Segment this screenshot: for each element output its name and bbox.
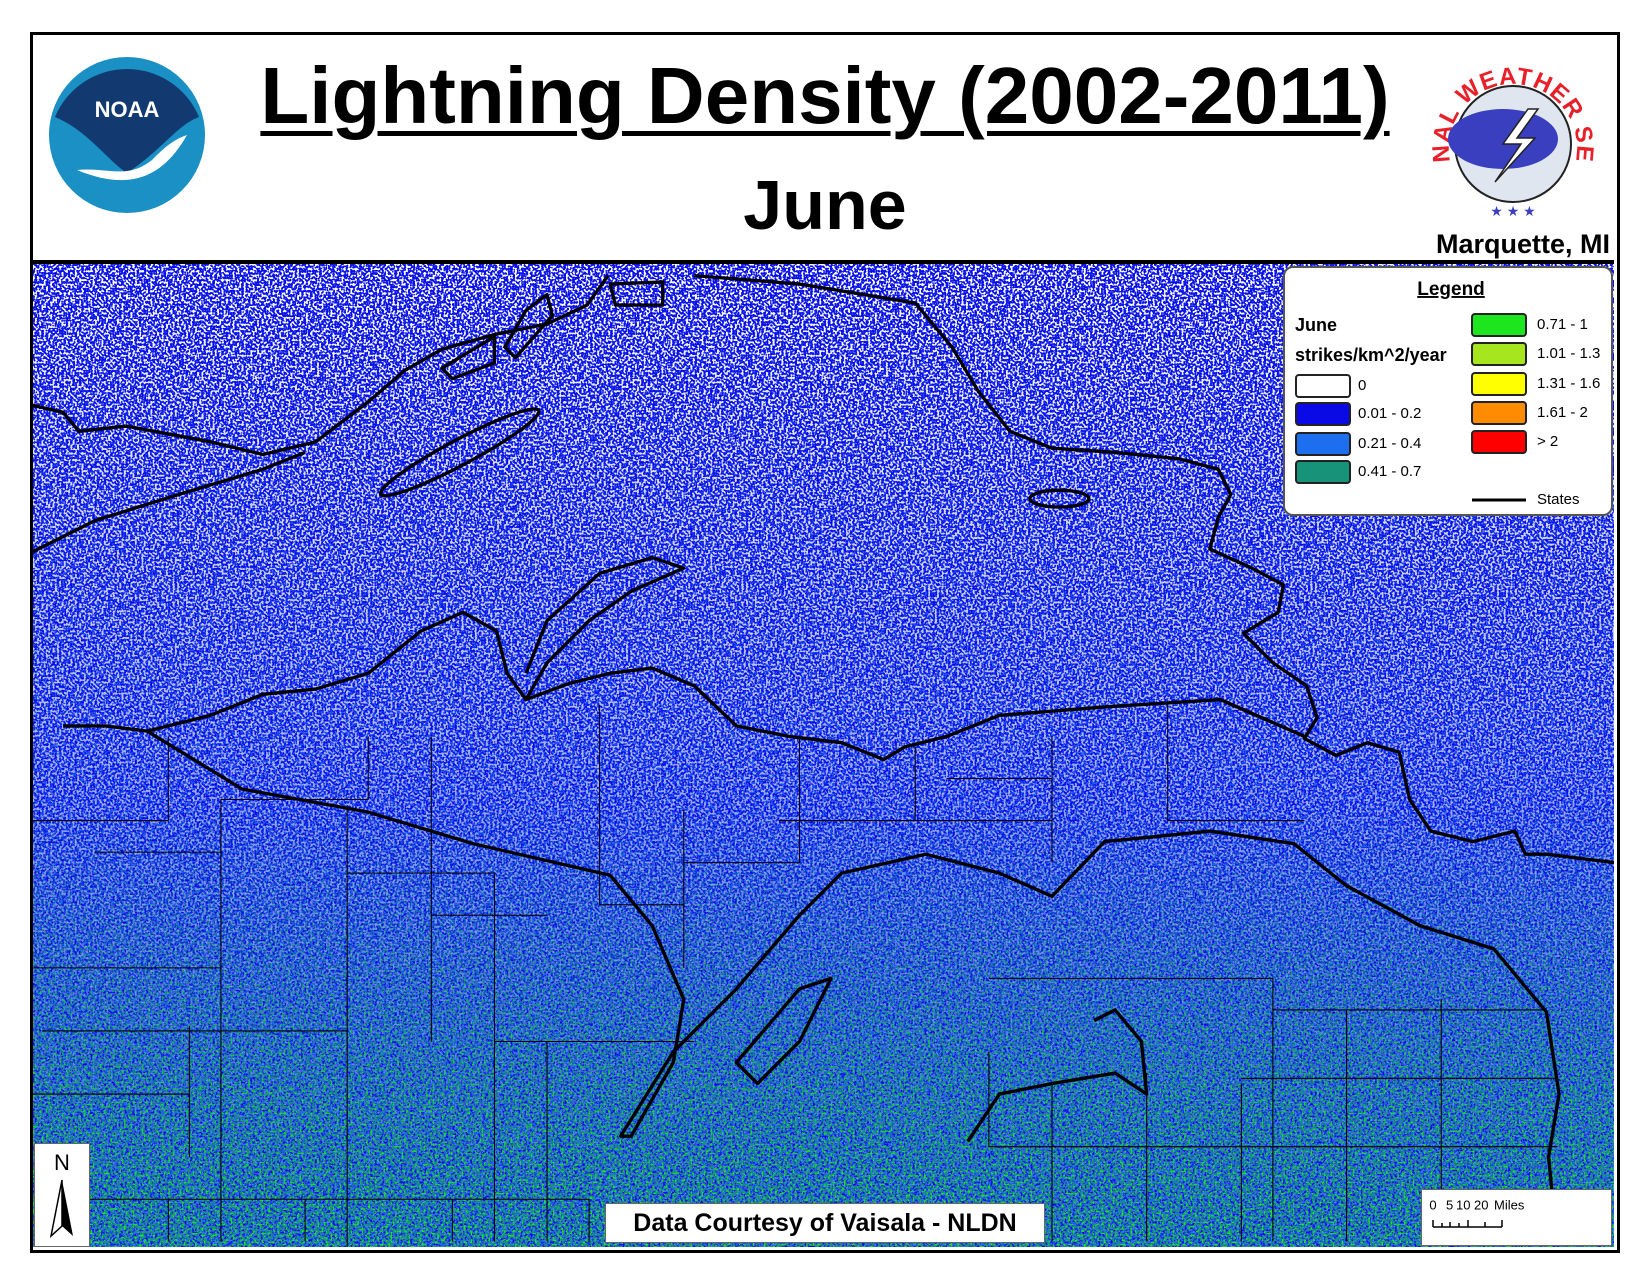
legend-swatch [1295, 432, 1351, 456]
header: NOAA NATIONAL WEATHER SERVICE ★ ★ ★ [30, 32, 1614, 264]
scale-label: 10 [1456, 1197, 1470, 1212]
nws-stars: ★ ★ ★ [1490, 203, 1535, 219]
legend-label: 0.71 - 1 [1537, 316, 1588, 333]
nws-cloud [1448, 109, 1558, 169]
noaa-top [55, 69, 199, 173]
legend-label: States [1537, 491, 1580, 508]
office-location: Marquette, MI [1435, 229, 1610, 259]
boundaries [33, 273, 1614, 1247]
nws-logo: NATIONAL WEATHER SERVICE ★ ★ ★ [1423, 54, 1597, 226]
data-credit: Data Courtesy of Vaisala - NLDN [605, 1203, 1045, 1243]
legend-swatch [1295, 460, 1351, 484]
legend-label: 0.41 - 0.7 [1358, 463, 1421, 480]
legend-label: 1.01 - 1.3 [1537, 345, 1600, 362]
noaa-text: NOAA [95, 97, 160, 122]
noaa-gull [77, 135, 187, 181]
north-label: N [54, 1150, 70, 1175]
legend-month: June [1295, 315, 1337, 335]
legend-swatch [1295, 402, 1351, 426]
arrow-right [62, 1180, 73, 1236]
legend-swatch [1295, 374, 1351, 398]
county-lines [33, 704, 1557, 1247]
scale-bar: 0 5 10 20 Miles [1421, 1189, 1612, 1246]
legend: Legend June strikes/km^2/year 0 0.01 - 0.… [1283, 266, 1613, 516]
map-frame [30, 32, 1620, 1253]
state-lines [33, 273, 1614, 1242]
noaa-logo: NOAA [49, 57, 205, 213]
legend-swatch [1471, 430, 1527, 454]
legend-title: Legend [1417, 279, 1485, 300]
legend-label: > 2 [1537, 433, 1558, 450]
legend-label: 0.01 - 0.2 [1358, 405, 1421, 422]
north-arrow: N [34, 1143, 90, 1247]
legend-label: 0.21 - 0.4 [1358, 435, 1421, 452]
legend-swatch [1471, 342, 1527, 366]
legend-label: 1.61 - 2 [1537, 404, 1588, 421]
arrow-left [49, 1179, 63, 1239]
scale-unit: Miles [1494, 1197, 1525, 1212]
scale-label: 5 [1446, 1197, 1453, 1212]
legend-label: 0 [1358, 377, 1366, 394]
scale-label: 20 [1474, 1197, 1488, 1212]
scale-ruler [1432, 1220, 1503, 1228]
nws-bolt [1494, 108, 1540, 183]
legend-units: strikes/km^2/year [1295, 345, 1447, 365]
scale-label: 0 [1429, 1197, 1436, 1212]
subtitle: June [743, 166, 907, 244]
legend-swatch [1471, 313, 1527, 337]
legend-swatch [1471, 401, 1527, 425]
title: Lightning Density (2002-2011) [260, 51, 1390, 140]
legend-label: 1.31 - 1.6 [1537, 375, 1600, 392]
legend-swatch [1471, 372, 1527, 396]
